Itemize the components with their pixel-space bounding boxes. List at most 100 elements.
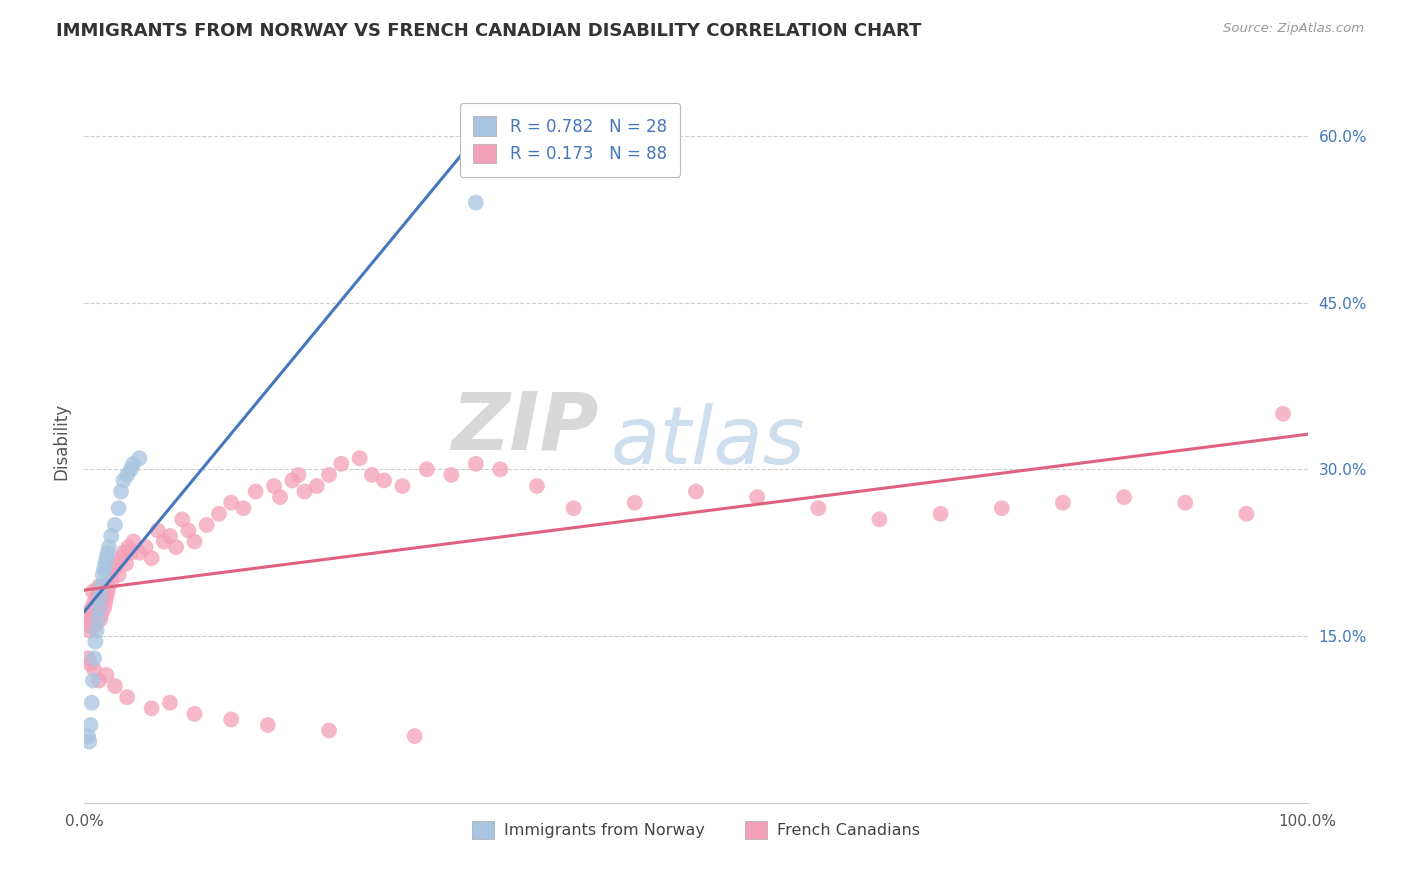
Point xyxy=(120,462,142,476)
Point xyxy=(84,618,107,632)
Point xyxy=(287,467,309,482)
Point xyxy=(87,673,110,688)
Point xyxy=(245,484,267,499)
Point xyxy=(122,534,145,549)
Point xyxy=(120,546,142,560)
Legend: Immigrants from Norway, French Canadians: Immigrants from Norway, French Canadians xyxy=(465,814,927,846)
Point xyxy=(1272,407,1295,421)
Point xyxy=(104,517,127,532)
Point xyxy=(93,601,115,615)
Point xyxy=(83,662,105,676)
Point xyxy=(79,657,101,671)
Point xyxy=(1114,490,1136,504)
Point xyxy=(86,590,108,604)
Point xyxy=(208,507,231,521)
Point xyxy=(80,601,103,615)
Point xyxy=(1236,507,1258,521)
Point xyxy=(991,501,1014,516)
Point xyxy=(153,534,176,549)
Point xyxy=(96,668,118,682)
Point xyxy=(115,690,138,705)
Point xyxy=(97,540,120,554)
Point xyxy=(146,524,169,538)
Text: Source: ZipAtlas.com: Source: ZipAtlas.com xyxy=(1223,22,1364,36)
Point xyxy=(77,618,100,632)
Point xyxy=(135,540,157,554)
Point xyxy=(122,457,145,471)
Point xyxy=(87,579,110,593)
Point xyxy=(112,474,135,488)
Point xyxy=(257,718,280,732)
Point xyxy=(1052,496,1074,510)
Point xyxy=(177,524,200,538)
Point xyxy=(195,517,218,532)
Point xyxy=(219,496,242,510)
Point xyxy=(77,624,100,638)
Point xyxy=(91,568,114,582)
Point xyxy=(97,546,120,560)
Point xyxy=(77,729,100,743)
Point xyxy=(87,601,110,615)
Point xyxy=(349,451,371,466)
Point xyxy=(90,607,112,621)
Point xyxy=(115,467,138,482)
Point xyxy=(100,529,122,543)
Point xyxy=(172,512,194,526)
Point xyxy=(440,467,463,482)
Point xyxy=(76,607,98,621)
Point xyxy=(128,451,150,466)
Point xyxy=(96,551,118,566)
Point xyxy=(128,546,150,560)
Point xyxy=(93,562,115,576)
Point xyxy=(183,706,205,721)
Point xyxy=(91,590,114,604)
Point xyxy=(281,474,304,488)
Point xyxy=(141,701,163,715)
Point xyxy=(624,496,647,510)
Point xyxy=(391,479,413,493)
Point xyxy=(807,501,830,516)
Text: ZIP: ZIP xyxy=(451,388,598,467)
Point xyxy=(94,596,117,610)
Point xyxy=(464,195,486,210)
Point xyxy=(90,579,112,593)
Point xyxy=(117,540,139,554)
Point xyxy=(526,479,548,493)
Point xyxy=(110,551,132,566)
Point xyxy=(86,624,108,638)
Point xyxy=(489,462,512,476)
Point xyxy=(79,718,101,732)
Point xyxy=(318,467,340,482)
Point xyxy=(110,484,132,499)
Point xyxy=(89,590,111,604)
Point xyxy=(159,529,181,543)
Point xyxy=(100,574,122,588)
Point xyxy=(82,673,104,688)
Y-axis label: Disability: Disability xyxy=(52,403,70,480)
Point xyxy=(747,490,769,504)
Point xyxy=(869,512,891,526)
Point xyxy=(305,479,328,493)
Point xyxy=(87,601,110,615)
Point xyxy=(107,501,129,516)
Point xyxy=(685,484,707,499)
Point xyxy=(112,546,135,560)
Text: IMMIGRANTS FROM NORWAY VS FRENCH CANADIAN DISABILITY CORRELATION CHART: IMMIGRANTS FROM NORWAY VS FRENCH CANADIA… xyxy=(56,22,921,40)
Point xyxy=(94,557,117,571)
Point xyxy=(404,729,426,743)
Point xyxy=(77,734,100,748)
Point xyxy=(219,713,242,727)
Point xyxy=(82,584,104,599)
Point xyxy=(183,534,205,549)
Point xyxy=(87,612,110,626)
Point xyxy=(77,651,100,665)
Point xyxy=(294,484,316,499)
Point xyxy=(97,579,120,593)
Point xyxy=(96,590,118,604)
Point xyxy=(929,507,952,521)
Point xyxy=(107,568,129,582)
Point xyxy=(103,562,125,576)
Point xyxy=(83,596,105,610)
Point xyxy=(1174,496,1197,510)
Point xyxy=(464,457,486,471)
